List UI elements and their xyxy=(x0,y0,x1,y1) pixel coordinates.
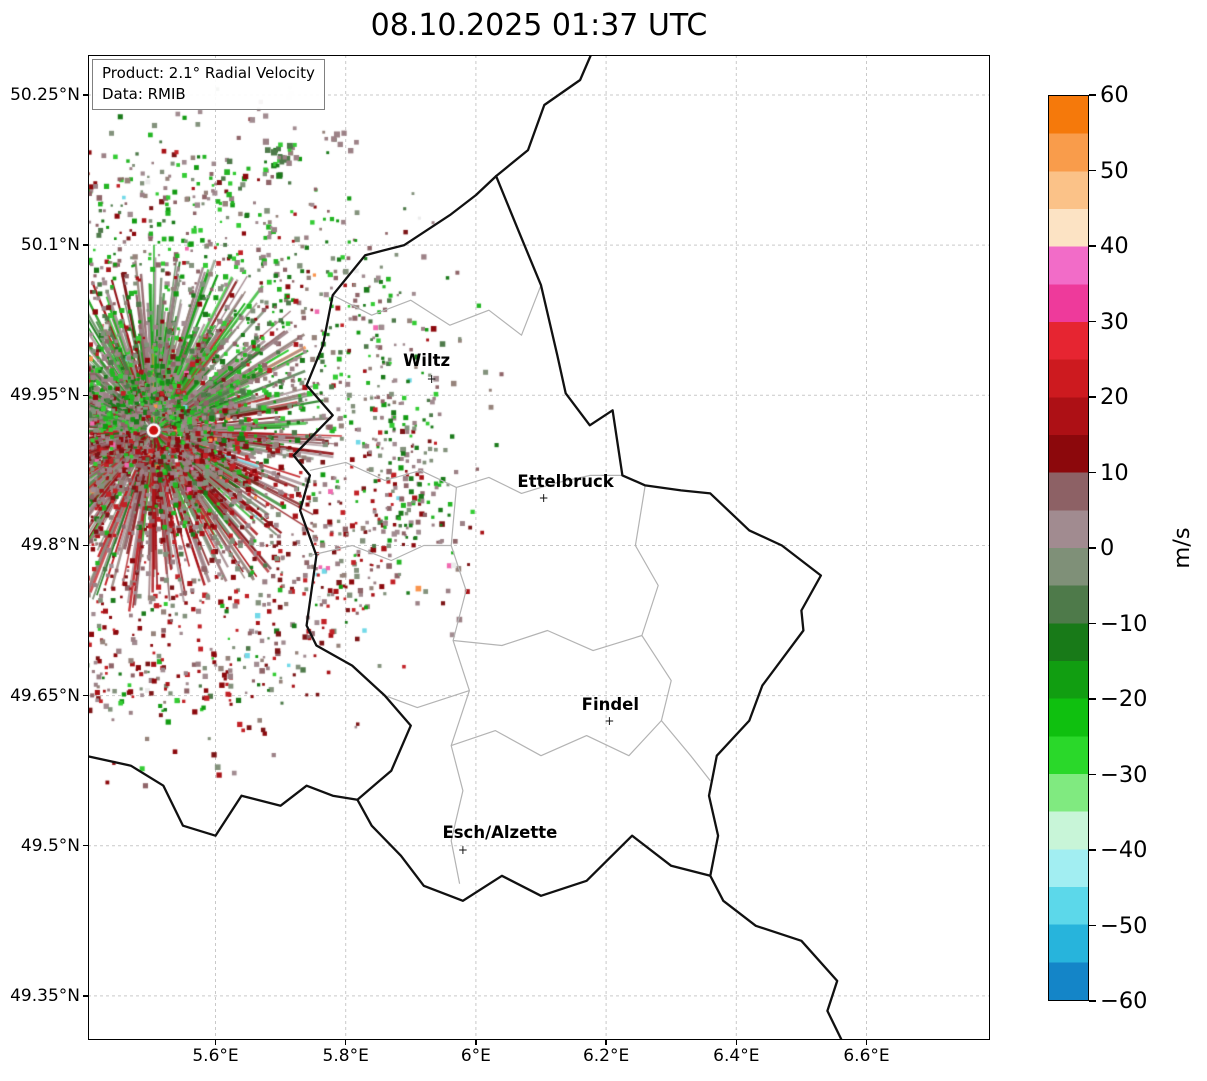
lon-tick-label: 5.8°E xyxy=(322,1046,369,1066)
colorbar-tick-label: −30 xyxy=(1100,761,1148,788)
lon-tick-mark xyxy=(475,1040,477,1045)
lat-tick-label: 49.65°N xyxy=(10,685,80,706)
colorbar-tick-mark xyxy=(1089,320,1096,323)
city-marker-plus: + xyxy=(457,842,468,857)
lon-tick-label: 6.6°E xyxy=(843,1046,890,1066)
product-label: Product: 2.1° Radial Velocity xyxy=(102,64,315,82)
lon-tick-label: 6.2°E xyxy=(582,1046,630,1066)
city-label: Wiltz xyxy=(403,351,451,371)
colorbar-tick-label: 10 xyxy=(1100,459,1129,486)
lat-tick-mark xyxy=(83,995,88,997)
colorbar-tick-label: −20 xyxy=(1100,686,1148,712)
lat-tick-label: 49.8°N xyxy=(20,535,80,556)
colorbar-tick-label: −10 xyxy=(1100,610,1148,637)
colorbar-tick-label: 50 xyxy=(1100,157,1129,184)
colorbar-tick-mark xyxy=(1089,1000,1096,1002)
lon-tick-label: 6°E xyxy=(460,1046,491,1066)
lat-tick-mark xyxy=(83,845,88,847)
lon-tick-mark xyxy=(345,1040,347,1045)
lon-tick-label: 6.4°E xyxy=(713,1046,760,1066)
colorbar-tick-label: 0 xyxy=(1100,535,1115,561)
colorbar-gradient xyxy=(1048,95,1089,1001)
colorbar-tick-label: 60 xyxy=(1100,82,1129,108)
city-label: Ettelbruck xyxy=(517,472,614,492)
colorbar-tick-label: 40 xyxy=(1100,233,1129,259)
colorbar-tick-mark xyxy=(1089,849,1096,851)
lon-tick-mark xyxy=(865,1040,868,1045)
lat-tick-mark xyxy=(83,694,88,697)
lon-tick-label: 5.6°E xyxy=(192,1046,239,1066)
lat-tick-label: 49.95°N xyxy=(10,385,80,406)
lat-tick-mark xyxy=(83,394,88,396)
colorbar-tick-mark xyxy=(1089,471,1096,474)
lat-tick-label: 50.25°N xyxy=(10,85,80,105)
city-marker-plus: + xyxy=(604,713,615,728)
plot-area: Product: 2.1° Radial Velocity Data: RMIB xyxy=(88,55,990,1040)
lat-tick-mark xyxy=(83,94,88,96)
radar-velocity-field xyxy=(88,55,990,1040)
colorbar-tick-mark xyxy=(1089,396,1096,398)
colorbar-tick-mark xyxy=(1089,547,1096,549)
lon-tick-mark xyxy=(214,1040,217,1045)
colorbar-tick-mark xyxy=(1089,169,1096,172)
colorbar-unit-label: m/s xyxy=(1169,527,1195,569)
figure-title: 08.10.2025 01:37 UTC xyxy=(370,8,708,43)
city-label: Esch/Alzette xyxy=(442,822,558,842)
colorbar-tick-mark xyxy=(1089,773,1096,776)
lat-tick-label: 49.5°N xyxy=(20,835,80,856)
lon-tick-mark xyxy=(605,1040,607,1045)
colorbar-tick-mark xyxy=(1089,924,1096,927)
colorbar-tick-mark xyxy=(1089,698,1096,700)
colorbar-tick-mark xyxy=(1089,94,1096,96)
map-borders-layer xyxy=(88,55,843,1040)
colorbar-tick-mark xyxy=(1089,622,1096,625)
lat-tick-label: 50.1°N xyxy=(20,235,80,256)
product-info-box: Product: 2.1° Radial Velocity Data: RMIB xyxy=(92,59,325,110)
colorbar-tick-label: −40 xyxy=(1100,837,1148,863)
lat-tick-label: 49.35°N xyxy=(10,985,80,1006)
colorbar-tick-label: −50 xyxy=(1100,912,1148,939)
colorbar-tick-mark xyxy=(1089,245,1096,247)
colorbar-tick-label: 20 xyxy=(1100,384,1129,410)
city-marker-plus: + xyxy=(538,491,549,506)
lat-tick-mark xyxy=(83,244,88,246)
lat-tick-mark xyxy=(83,544,88,547)
colorbar-tick-label: −60 xyxy=(1100,988,1148,1014)
city-label: Findel xyxy=(581,694,640,714)
colorbar-tick-label: 30 xyxy=(1100,308,1129,335)
data-source-label: Data: RMIB xyxy=(102,85,186,103)
city-marker-plus: + xyxy=(426,372,437,387)
lon-tick-mark xyxy=(735,1040,737,1045)
